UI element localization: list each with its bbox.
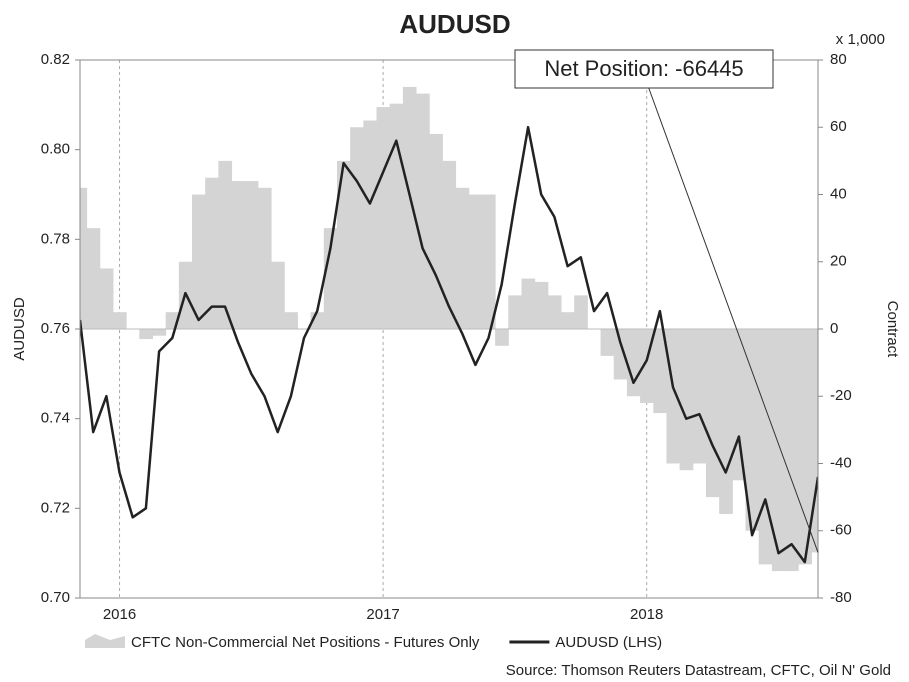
net-position-step <box>323 228 338 329</box>
y-tick-label: 0.80 <box>41 141 70 158</box>
net-position-step <box>376 107 391 329</box>
net-position-step <box>719 329 733 514</box>
y-tick-label: 0.72 <box>41 499 70 516</box>
net-position-step <box>271 261 285 329</box>
price-line <box>80 125 818 564</box>
net-position-step <box>798 329 812 565</box>
y2-tick-label: -60 <box>830 522 852 539</box>
x-tick-label: 2017 <box>366 606 399 623</box>
net-position-step <box>574 295 588 329</box>
y2-tick-label: -80 <box>830 589 852 606</box>
plot-area <box>80 60 818 598</box>
y-tick-label: 0.78 <box>41 230 70 247</box>
net-position-step <box>442 160 457 329</box>
net-position-step <box>547 295 562 329</box>
net-position-step <box>244 181 259 329</box>
net-position-step <box>705 329 720 498</box>
net-position-step <box>613 329 628 380</box>
net-position-step <box>468 194 483 329</box>
annotation-pointer <box>647 85 819 553</box>
legend-swatch <box>85 634 125 648</box>
net-position-step <box>811 329 818 553</box>
y-tick-label: 0.76 <box>41 320 70 337</box>
net-position-step <box>600 329 615 356</box>
y2-tick-label: 60 <box>830 118 847 135</box>
net-position-step <box>653 329 667 414</box>
net-position-step <box>363 120 378 330</box>
net-position-step <box>389 103 404 330</box>
net-position-step <box>521 278 536 329</box>
net-position-step <box>218 160 233 329</box>
net-position-step <box>231 181 246 329</box>
net-position-step <box>350 127 364 329</box>
net-position-step <box>416 93 430 329</box>
net-position-step <box>429 133 443 329</box>
net-position-step <box>336 160 351 329</box>
y2-tick-label: -20 <box>830 387 852 404</box>
y-axis-label: AUDUSD <box>11 297 28 361</box>
net-position-step <box>495 329 509 346</box>
net-position-step <box>99 268 114 329</box>
chart-title: AUDUSD <box>399 9 510 39</box>
net-position-step <box>86 228 101 329</box>
y2-tick-label: 0 <box>830 320 838 337</box>
net-position-step <box>785 329 799 572</box>
net-position-step <box>561 312 575 329</box>
net-position-step <box>402 86 417 330</box>
y-tick-label: 0.74 <box>41 410 70 427</box>
net-position-step <box>139 329 153 340</box>
net-position-step <box>508 295 522 329</box>
net-position-step <box>112 312 127 329</box>
x-tick-label: 2018 <box>630 606 663 623</box>
legend-label: CFTC Non-Commercial Net Positions - Futu… <box>131 634 480 651</box>
net-position-step <box>455 187 470 329</box>
y-tick-label: 0.82 <box>41 51 70 68</box>
y2-unit: x 1,000 <box>836 31 885 48</box>
y2-tick-label: 40 <box>830 185 847 202</box>
y-tick-label: 0.70 <box>41 589 70 606</box>
net-position-step <box>771 329 786 572</box>
net-position-step <box>192 194 206 329</box>
legend-label: AUDUSD (LHS) <box>555 634 662 651</box>
annotation-box <box>514 49 774 89</box>
net-position-step <box>205 177 219 329</box>
annotation: Net Position: -66445 <box>544 56 743 81</box>
net-position-step <box>257 187 272 329</box>
y2-tick-label: -40 <box>830 454 852 471</box>
net-position-step <box>745 329 760 531</box>
y2-tick-label: 80 <box>830 51 847 68</box>
y2-tick-label: 20 <box>830 253 847 270</box>
net-position-step <box>152 329 167 336</box>
net-position-step <box>80 187 88 329</box>
net-position-step <box>692 329 707 464</box>
net-position-step <box>679 329 694 471</box>
net-position-step <box>758 329 773 565</box>
net-position-step <box>626 329 641 397</box>
source: Source: Thomson Reuters Datastream, CFTC… <box>506 662 891 679</box>
net-position-step <box>284 312 298 329</box>
x-tick-label: 2016 <box>103 606 136 623</box>
net-position-step <box>534 281 549 329</box>
y2-axis-label: Contract <box>884 301 901 359</box>
net-position-step <box>732 329 747 481</box>
net-position-step <box>481 194 496 329</box>
